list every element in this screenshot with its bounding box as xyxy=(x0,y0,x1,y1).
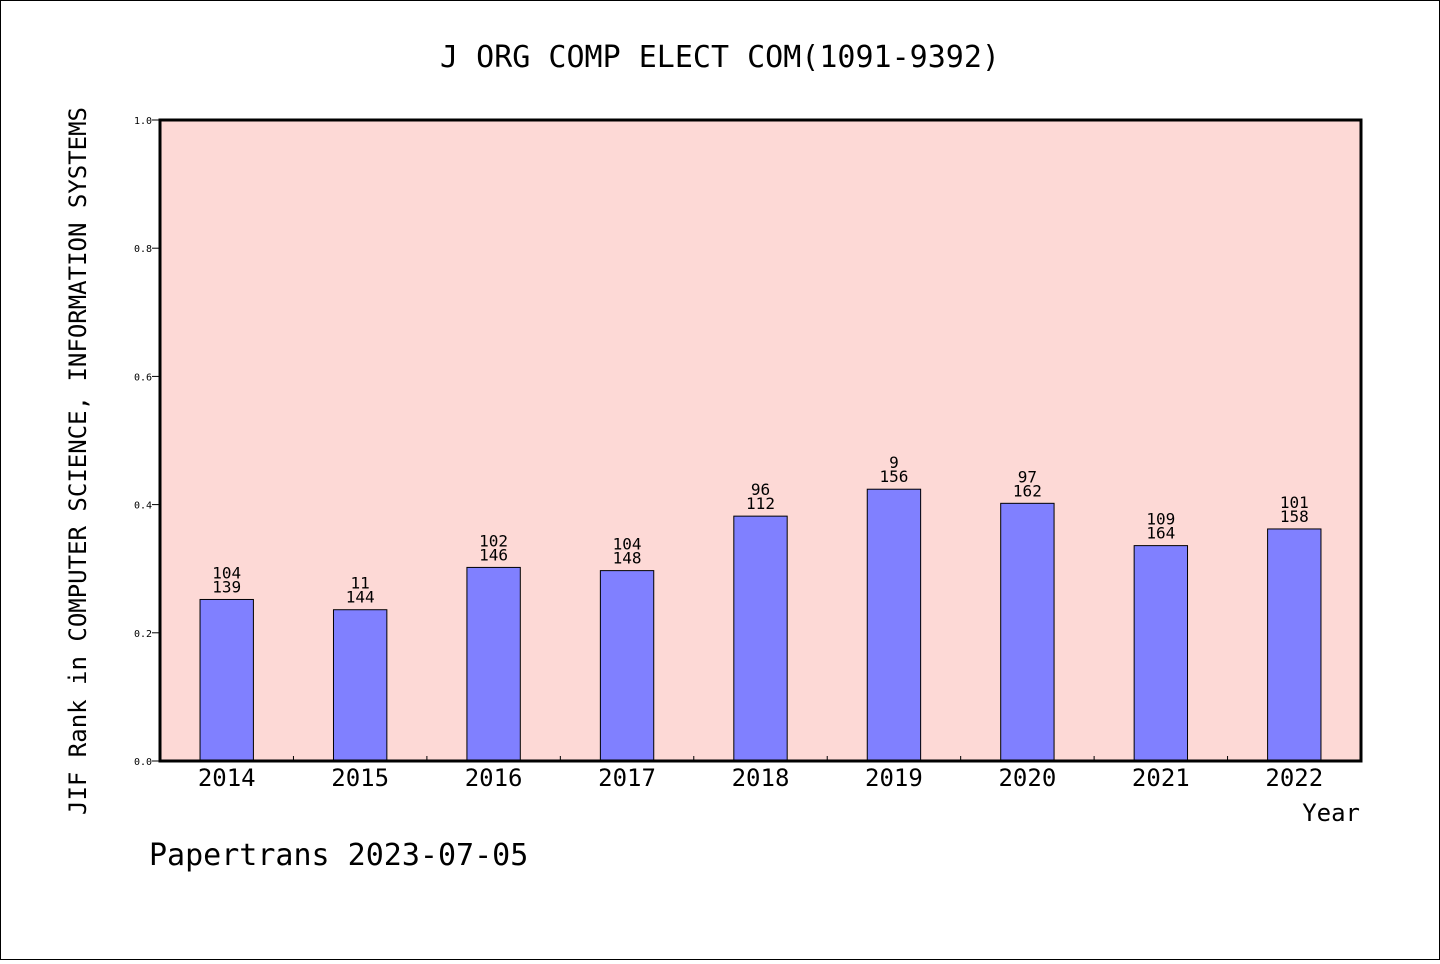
footer-stamp: Papertrans 2023-07-05 xyxy=(149,838,528,873)
bar-total-label: 112 xyxy=(746,494,775,513)
bar xyxy=(866,488,922,762)
bar-total-label: 144 xyxy=(346,588,375,607)
x-tick-label: 2021 xyxy=(1132,764,1190,792)
x-axis-label: Year xyxy=(1302,799,1360,827)
bar xyxy=(466,566,521,762)
bar-total-label: 158 xyxy=(1280,507,1309,526)
bar-rank-label: 9 xyxy=(889,453,899,472)
bar-total-label: 148 xyxy=(613,549,642,568)
y-tick-label: 0.4 xyxy=(134,501,152,512)
bar-rank-label: 109 xyxy=(1146,510,1175,529)
x-tick-label: 2017 xyxy=(598,764,656,792)
bars-group xyxy=(199,488,1322,762)
category-labels-group: 2014 2015 2016 2017 2018 2019 2020 2021 2022 xyxy=(198,764,1323,792)
bar-total-label: 139 xyxy=(212,577,241,596)
bar xyxy=(332,609,388,762)
bar xyxy=(1267,528,1322,762)
chart-title: J ORG COMP ELECT COM(1091-9392) xyxy=(440,40,1000,75)
y-axis-ticks: 0.0 0.2 0.4 0.6 0.8 1.0 xyxy=(134,116,160,768)
y-tick-label: 1.0 xyxy=(134,116,152,127)
bar-rank-label: 96 xyxy=(751,480,770,499)
y-tick-label: 0.2 xyxy=(134,629,152,640)
x-tick-label: 2019 xyxy=(865,764,923,792)
x-tick-label: 2020 xyxy=(998,764,1056,792)
x-tick-label: 2022 xyxy=(1265,764,1323,792)
bar-total-label: 146 xyxy=(479,545,508,564)
x-tick-label: 2018 xyxy=(732,764,790,792)
bar-rank-label: 102 xyxy=(479,531,508,550)
x-tick-label: 2016 xyxy=(465,764,523,792)
y-tick-label: 0.6 xyxy=(134,372,152,383)
bar xyxy=(599,570,655,762)
bar xyxy=(733,515,788,762)
bar-total-label: 156 xyxy=(879,467,908,486)
bar-rank-label: 101 xyxy=(1280,493,1309,512)
bar xyxy=(1000,502,1055,762)
y-tick-label: 0.0 xyxy=(134,757,152,768)
bar-total-label: 164 xyxy=(1146,524,1175,543)
bar xyxy=(1133,545,1189,762)
bar-rank-label: 11 xyxy=(351,574,370,593)
bar xyxy=(199,598,254,762)
x-tick-label: 2015 xyxy=(331,764,389,792)
bar-rank-label: 104 xyxy=(212,563,241,582)
bar-total-label: 162 xyxy=(1013,481,1042,500)
y-tick-label: 0.8 xyxy=(134,244,152,255)
y-axis-label: JIF Rank in COMPUTER SCIENCE, INFORMATIO… xyxy=(64,107,92,815)
bar-rank-label: 104 xyxy=(613,535,642,554)
bar-rank-label: 97 xyxy=(1018,467,1037,486)
x-tick-label: 2014 xyxy=(198,764,256,792)
plot-border xyxy=(158,118,1363,763)
